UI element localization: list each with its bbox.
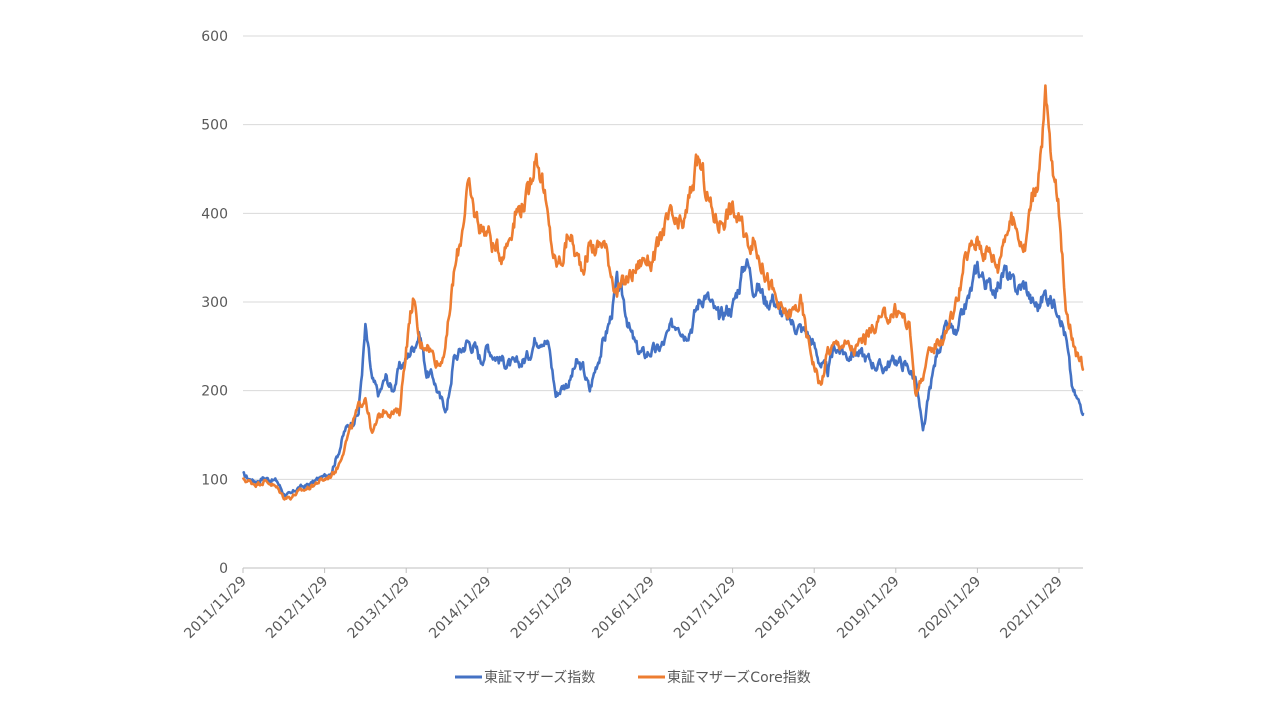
- x-tick-label: 2011/11/29: [181, 574, 249, 642]
- y-tick-label: 100: [201, 472, 228, 488]
- gridlines: [243, 35, 1083, 569]
- x-tick-label: 2018/11/29: [753, 574, 821, 642]
- legend-label-mothers-core: 東証マザーズCore指数: [667, 670, 811, 686]
- legend: 東証マザーズ指数 東証マザーズCore指数: [455, 670, 811, 686]
- x-tick-label: 2017/11/29: [671, 574, 739, 642]
- x-tick-label: 2013/11/29: [345, 574, 413, 642]
- x-tick-label: 2014/11/29: [426, 574, 494, 642]
- y-tick-label: 300: [201, 295, 228, 311]
- y-tick-label: 200: [201, 384, 228, 400]
- series-lines: [241, 84, 1085, 501]
- series-line-mothers-core: [241, 84, 1085, 501]
- x-tick-label: 2020/11/29: [916, 574, 984, 642]
- series-line-mothers: [242, 258, 1085, 498]
- x-tick-label: 2016/11/29: [589, 574, 657, 642]
- x-tick-label: 2015/11/29: [508, 574, 576, 642]
- y-tick-label: 0: [219, 561, 228, 577]
- x-axis-ticks: 2011/11/29 2012/11/29 2013/11/29 2014/11/29…: [181, 568, 1066, 642]
- legend-label-mothers: 東証マザーズ指数: [484, 670, 595, 686]
- y-tick-label: 600: [201, 29, 228, 45]
- y-axis-ticks: 0 100 200 300 400 500 600: [201, 29, 228, 577]
- y-tick-label: 500: [201, 118, 228, 134]
- x-tick-label: 2012/11/29: [263, 574, 331, 642]
- x-tick-label: 2019/11/29: [834, 574, 902, 642]
- y-tick-label: 400: [201, 206, 228, 222]
- x-tick-label: 2021/11/29: [997, 574, 1065, 642]
